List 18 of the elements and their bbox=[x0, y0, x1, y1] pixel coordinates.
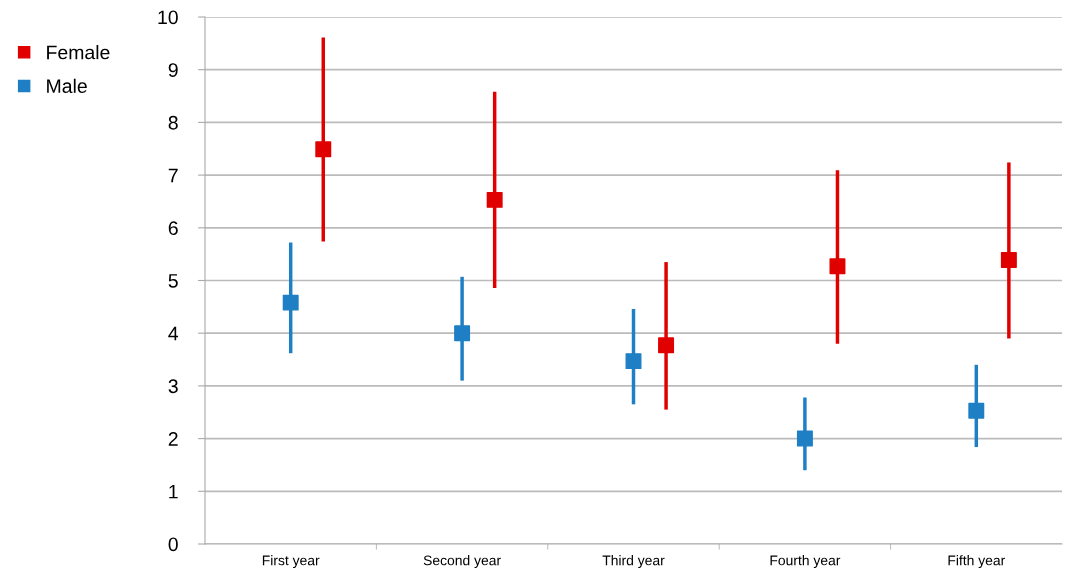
y-tick-label: 5 bbox=[168, 274, 178, 288]
legend-label: Female bbox=[47, 45, 110, 60]
x-tick-label: Fourth year bbox=[770, 555, 841, 569]
y-tick-label: 7 bbox=[168, 168, 178, 183]
y-tick-label: 0 bbox=[168, 537, 178, 552]
y-tick-label: 10 bbox=[158, 10, 178, 25]
y-tick-label: 8 bbox=[168, 115, 178, 130]
y-tick-label: 9 bbox=[168, 63, 178, 77]
y-tick-label: 3 bbox=[168, 379, 178, 394]
x-tick-label: Fifth year bbox=[948, 555, 1006, 569]
x-tick-label: Third year bbox=[602, 555, 665, 569]
y-tick-label: 2 bbox=[168, 432, 178, 446]
x-tick-label: First year bbox=[262, 555, 320, 569]
y-tick-label: 4 bbox=[168, 326, 179, 341]
legend-label: Male bbox=[47, 78, 87, 93]
y-tick-label: 6 bbox=[168, 221, 178, 236]
x-tick-label: Second year bbox=[423, 555, 501, 569]
y-tick-label: 1 bbox=[169, 484, 178, 499]
